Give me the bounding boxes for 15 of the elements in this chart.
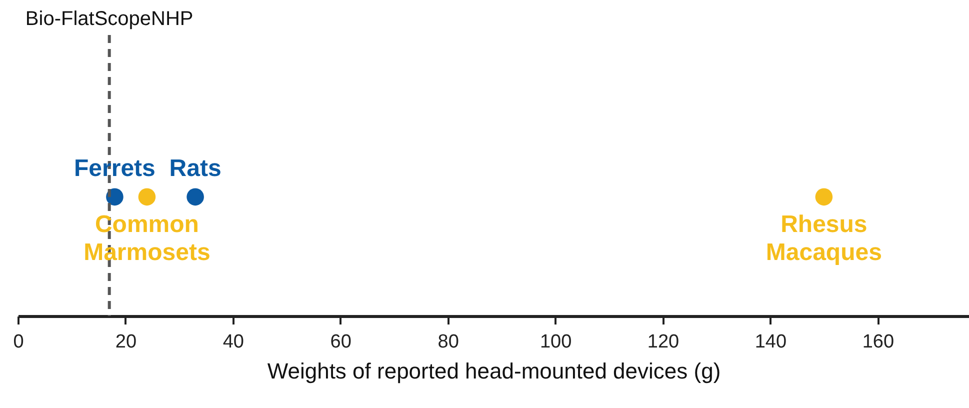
x-tick-label: 20 — [115, 332, 137, 352]
series-label: Ferrets — [74, 154, 156, 182]
x-tick-label: 0 — [13, 332, 24, 352]
x-axis-title: Weights of reported head-mounted devices (g) — [267, 358, 721, 384]
x-tick-label: 120 — [647, 332, 680, 352]
x-tick-label: 60 — [330, 332, 352, 352]
ref-line-label: Bio-FlatScopeNHP — [25, 8, 194, 30]
series-label: Rhesus Macaques — [766, 210, 882, 266]
x-tick-label: 100 — [540, 332, 572, 352]
series-label: Rats — [169, 154, 222, 182]
series-label: Common Marmosets — [84, 210, 210, 266]
x-tick-label: 80 — [438, 332, 459, 352]
x-tick-label: 160 — [862, 332, 894, 352]
x-tick-label: 140 — [754, 332, 787, 352]
x-tick-label: 40 — [222, 332, 244, 352]
